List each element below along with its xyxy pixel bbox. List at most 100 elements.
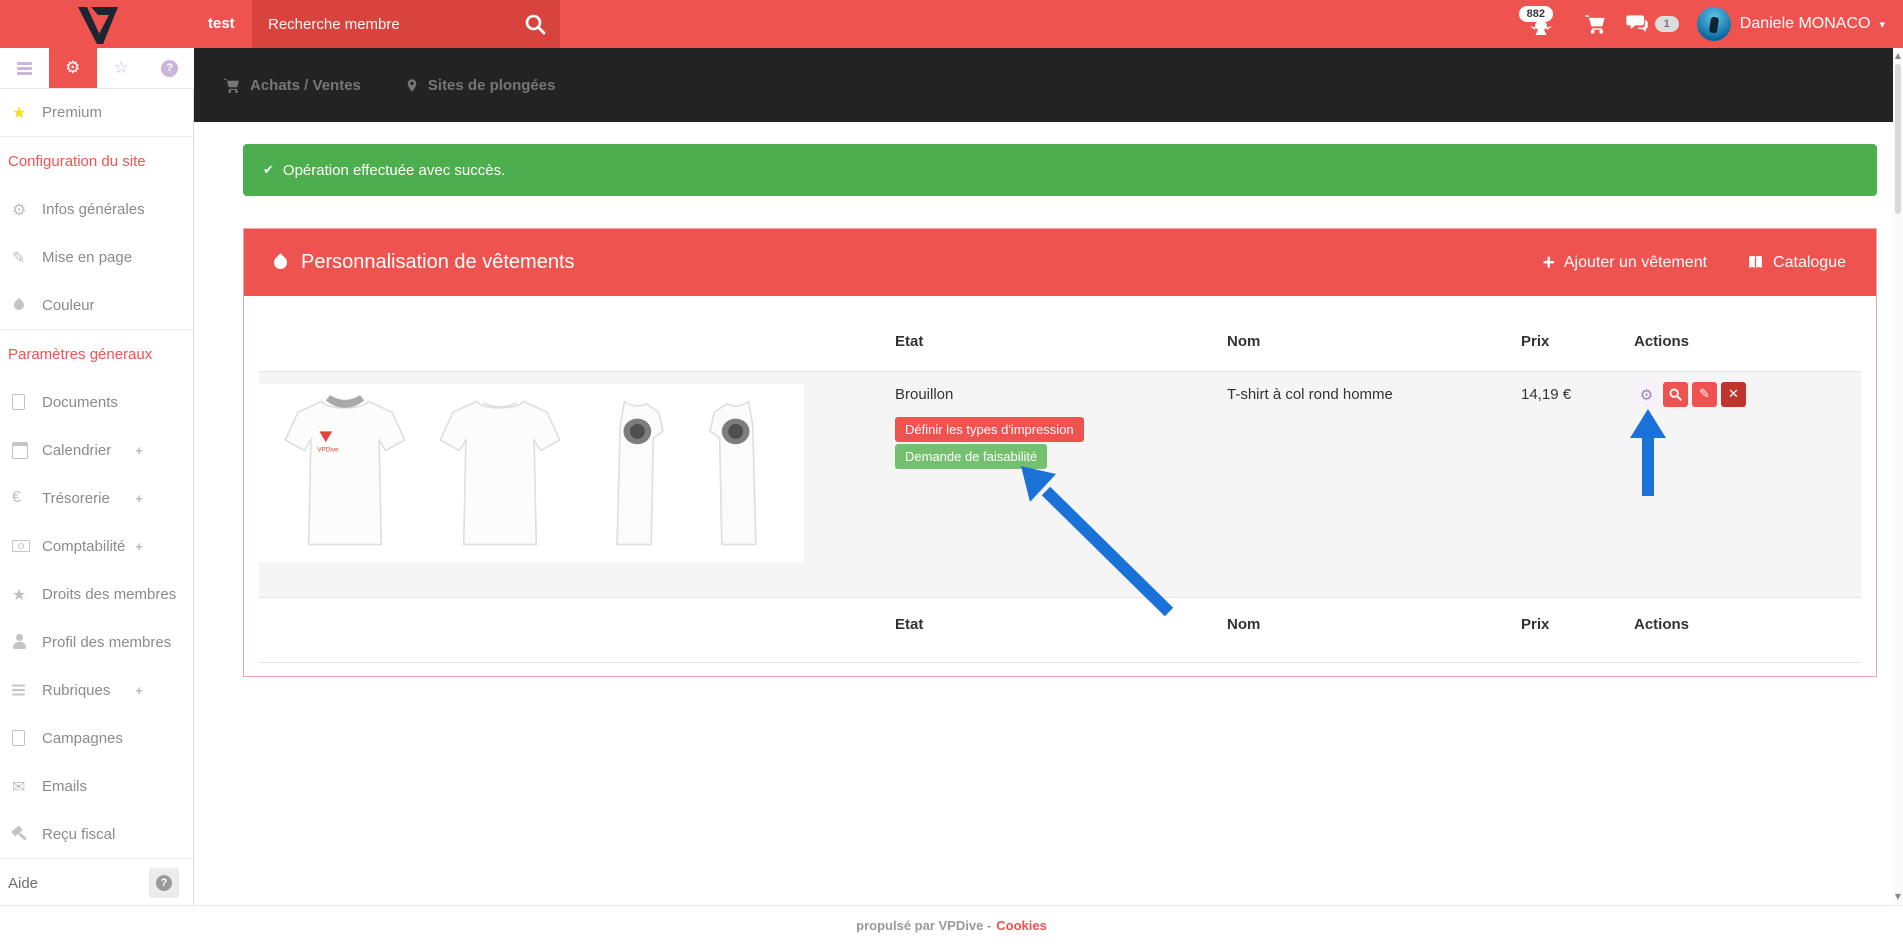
scrollbar-thumb[interactable] <box>1895 64 1901 214</box>
nom-cell: T-shirt à col rond homme <box>1227 386 1393 403</box>
sidebar-item-premium[interactable]: ★ Premium <box>0 88 193 136</box>
tab-favorites[interactable]: ☆ <box>97 48 146 88</box>
member-search <box>252 0 560 48</box>
prix-cell: 14,19 € <box>1521 386 1572 403</box>
processing-gear-button[interactable]: ⚙ <box>1634 382 1659 407</box>
expand-plus-icon[interactable]: + <box>135 682 143 698</box>
sidebar-item-comptabilite[interactable]: Comptabilité + <box>0 522 193 570</box>
view-button[interactable] <box>1663 382 1688 407</box>
expand-plus-icon[interactable]: + <box>135 442 143 458</box>
workspace-name[interactable]: test <box>208 15 235 32</box>
add-clothing-button[interactable]: + Ajouter un vêtement <box>1543 252 1707 273</box>
document-icon <box>12 394 42 410</box>
tab-settings[interactable]: ⚙ <box>48 48 97 88</box>
gear-icon: ⚙ <box>12 199 27 219</box>
sidebar-section-configuration: Configuration du site <box>0 136 193 185</box>
sidebar-item-label: Droits des membres <box>42 585 177 603</box>
nav-sites-plongees[interactable]: Sites de plongées <box>405 77 555 94</box>
sidebar-item-documents[interactable]: Documents <box>0 378 193 426</box>
vpdive-logo-icon <box>78 7 118 44</box>
search-icon[interactable] <box>524 13 546 35</box>
gavel-icon <box>12 826 42 842</box>
tshirt-front-image: VPDive <box>284 395 406 546</box>
nav-achats-ventes[interactable]: Achats / Ventes <box>222 77 361 94</box>
tshirt-side-image <box>616 400 664 546</box>
sidebar-item-infos-generales[interactable]: ⚙ Infos générales <box>0 185 193 233</box>
user-avatar <box>1696 7 1731 41</box>
table-footer-row: Etat Nom Prix Actions <box>259 597 1861 663</box>
notification-badge[interactable]: 882 <box>1517 5 1565 45</box>
scroll-up-arrow[interactable]: ▲ <box>1894 51 1902 60</box>
sidebar-item-label: Emails <box>42 777 88 795</box>
sidebar-item-label: Couleur <box>42 296 95 314</box>
sidebar-item-couleur[interactable]: Couleur <box>0 281 193 329</box>
sidebar-item-label: Mise en page <box>42 248 133 266</box>
expand-plus-icon[interactable]: + <box>135 538 143 554</box>
main-content: ✔ Opération effectuée avec succès. Perso… <box>194 122 1893 905</box>
vertical-scrollbar[interactable]: ▲ ▼ <box>1893 48 1903 905</box>
catalogue-label: Catalogue <box>1773 253 1846 271</box>
table-header-row: Etat Nom Prix Actions <box>259 311 1861 372</box>
user-menu[interactable]: Daniele MONACO ▾ <box>1696 7 1885 41</box>
define-print-types-button[interactable]: Définir les types d'impression <box>895 417 1084 442</box>
clothing-panel: Personnalisation de vêtements + Ajouter … <box>243 228 1877 677</box>
expand-plus-icon[interactable]: + <box>135 490 143 506</box>
search-input[interactable] <box>252 15 524 33</box>
help-button[interactable]: ? <box>149 868 179 898</box>
sidebar-item-droits-membres[interactable]: ★ Droits des membres <box>0 570 193 618</box>
hamburger-icon <box>16 66 32 70</box>
alert-message: Opération effectuée avec succès. <box>282 161 506 179</box>
magnifier-icon <box>1669 388 1682 401</box>
delete-button[interactable]: ✕ <box>1721 382 1746 407</box>
column-footer-actions: Actions <box>1634 616 1690 633</box>
user-icon <box>12 634 42 650</box>
document-icon <box>12 730 42 746</box>
actions-cell: ⚙ ✎ ✕ <box>1634 382 1746 407</box>
column-footer-etat: Etat <box>895 616 924 633</box>
star-outline-icon: ☆ <box>113 58 129 78</box>
header-right-cluster: 882 1 Daniele MONACO ▾ <box>1517 0 1885 48</box>
column-header-etat: Etat <box>895 333 924 350</box>
banknote-icon <box>12 540 42 552</box>
sidebar-item-tresorerie[interactable]: € Trésorerie + <box>0 474 193 522</box>
sidebar-item-campagnes[interactable]: Campagnes <box>0 714 193 762</box>
tshirt-side-image <box>709 400 757 546</box>
success-alert: ✔ Opération effectuée avec succès. <box>243 144 1877 196</box>
calendar-icon <box>12 441 42 459</box>
sidebar-item-recu-fiscal[interactable]: Reçu fiscal <box>0 810 193 858</box>
catalogue-button[interactable]: Catalogue <box>1747 254 1846 272</box>
droplet-icon <box>271 253 290 272</box>
gear-icon: ⚙ <box>65 58 81 78</box>
envelope-icon: ✉ <box>12 776 26 796</box>
sidebar-item-label: Campagnes <box>42 729 123 747</box>
sidebar-item-label: Profil des membres <box>42 633 172 651</box>
sidebar-item-rubriques[interactable]: Rubriques + <box>0 666 193 714</box>
clothing-table: Etat Nom Prix Actions VPDive <box>259 311 1861 663</box>
euro-icon: € <box>12 489 21 506</box>
table-row: VPDive <box>259 372 1861 597</box>
tab-help[interactable]: ? <box>146 48 195 88</box>
droplet-icon <box>11 297 42 313</box>
feasibility-request-button[interactable]: Demande de faisabilité <box>895 444 1048 469</box>
cart-icon <box>224 78 239 93</box>
column-header-actions: Actions <box>1634 333 1690 350</box>
sidebar-item-mise-en-page[interactable]: ✎ Mise en page <box>0 233 193 281</box>
scroll-down-arrow[interactable]: ▼ <box>1894 892 1902 901</box>
star-icon: ★ <box>12 102 27 122</box>
vpdive-logo[interactable] <box>0 0 194 48</box>
messages-group[interactable]: 1 <box>1625 14 1679 34</box>
cart-icon[interactable] <box>1583 13 1607 35</box>
sidebar-item-emails[interactable]: ✉ Emails <box>0 762 193 810</box>
sidebar-item-profil-membres[interactable]: Profil des membres <box>0 618 193 666</box>
sidebar-item-label: Documents <box>42 393 118 411</box>
sidebar-item-label: Premium <box>42 103 103 121</box>
settings-sidebar: ★ Premium Configuration du site ⚙ Infos … <box>0 88 194 905</box>
brush-icon: ✎ <box>12 247 26 267</box>
notification-count: 882 <box>1518 6 1553 22</box>
list-icon <box>12 688 42 692</box>
sidebar-item-calendrier[interactable]: Calendrier + <box>0 426 193 474</box>
edit-button[interactable]: ✎ <box>1692 382 1717 407</box>
tab-menu[interactable] <box>0 48 49 88</box>
cookies-link[interactable]: Cookies <box>996 918 1047 933</box>
